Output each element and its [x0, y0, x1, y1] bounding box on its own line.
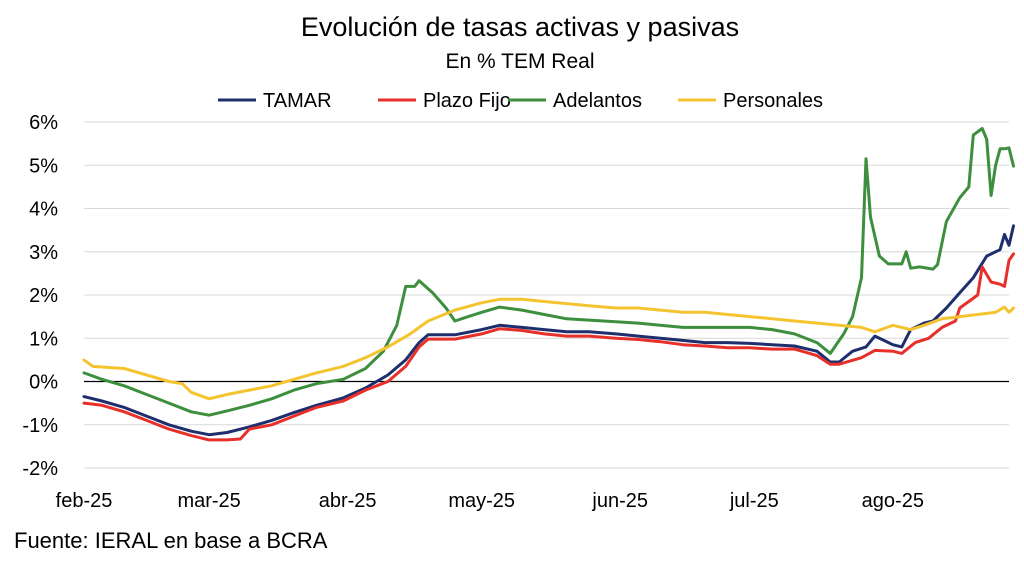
gridlines	[84, 121, 1009, 469]
x-tick-label: may-25	[448, 490, 515, 512]
legend-label: Adelantos	[553, 90, 642, 112]
y-tick-label: 5%	[29, 155, 58, 177]
y-tick-label: 1%	[29, 328, 58, 350]
y-tick-label: 4%	[29, 199, 58, 221]
legend: TAMAR Plazo Fijo Adelantos Personales	[218, 90, 823, 112]
line-chart: -2% -1% 0% 1% 2% 3% 4% 5% 6% feb-25 mar-25 abr-25 ma…	[22, 90, 1015, 512]
x-tick-label: mar-25	[177, 490, 240, 512]
legend-label: Plazo Fijo	[423, 90, 511, 112]
y-tick-label: 2%	[29, 285, 58, 307]
y-tick-label: -1%	[22, 415, 58, 437]
x-tick-label: ago-25	[862, 490, 924, 512]
y-tick-label: 0%	[29, 372, 58, 394]
legend-label: Personales	[723, 90, 823, 112]
series-line-personales	[82, 297, 1015, 401]
chart-subtitle: En % TEM Real	[445, 50, 595, 73]
series-line-tamar	[82, 224, 1015, 437]
chart-title: Evolución de tasas activas y pasivas	[300, 12, 740, 42]
source-note: Fuente: IERAL en base a BCRA	[14, 528, 328, 553]
x-tick-label: feb-25	[56, 490, 113, 512]
x-tick-label: jun-25	[591, 490, 648, 512]
legend-item: TAMAR	[218, 90, 332, 112]
legend-label: TAMAR	[263, 90, 332, 112]
series-line-plazo-fijo	[82, 252, 1015, 442]
series-lines	[82, 127, 1015, 442]
x-tick-label: abr-25	[319, 490, 377, 512]
y-tick-label: 6%	[29, 112, 58, 134]
legend-item: Adelantos	[508, 90, 642, 112]
series-line-adelantos	[82, 127, 1015, 417]
y-tick-label: -2%	[22, 458, 58, 480]
y-tick-label: 3%	[29, 242, 58, 264]
legend-item: Personales	[678, 90, 823, 112]
x-tick-label: jul-25	[729, 490, 779, 512]
legend-item: Plazo Fijo	[378, 90, 511, 112]
axes: -2% -1% 0% 1% 2% 3% 4% 5% 6% feb-25 mar-25 abr-25 ma…	[22, 112, 1009, 512]
